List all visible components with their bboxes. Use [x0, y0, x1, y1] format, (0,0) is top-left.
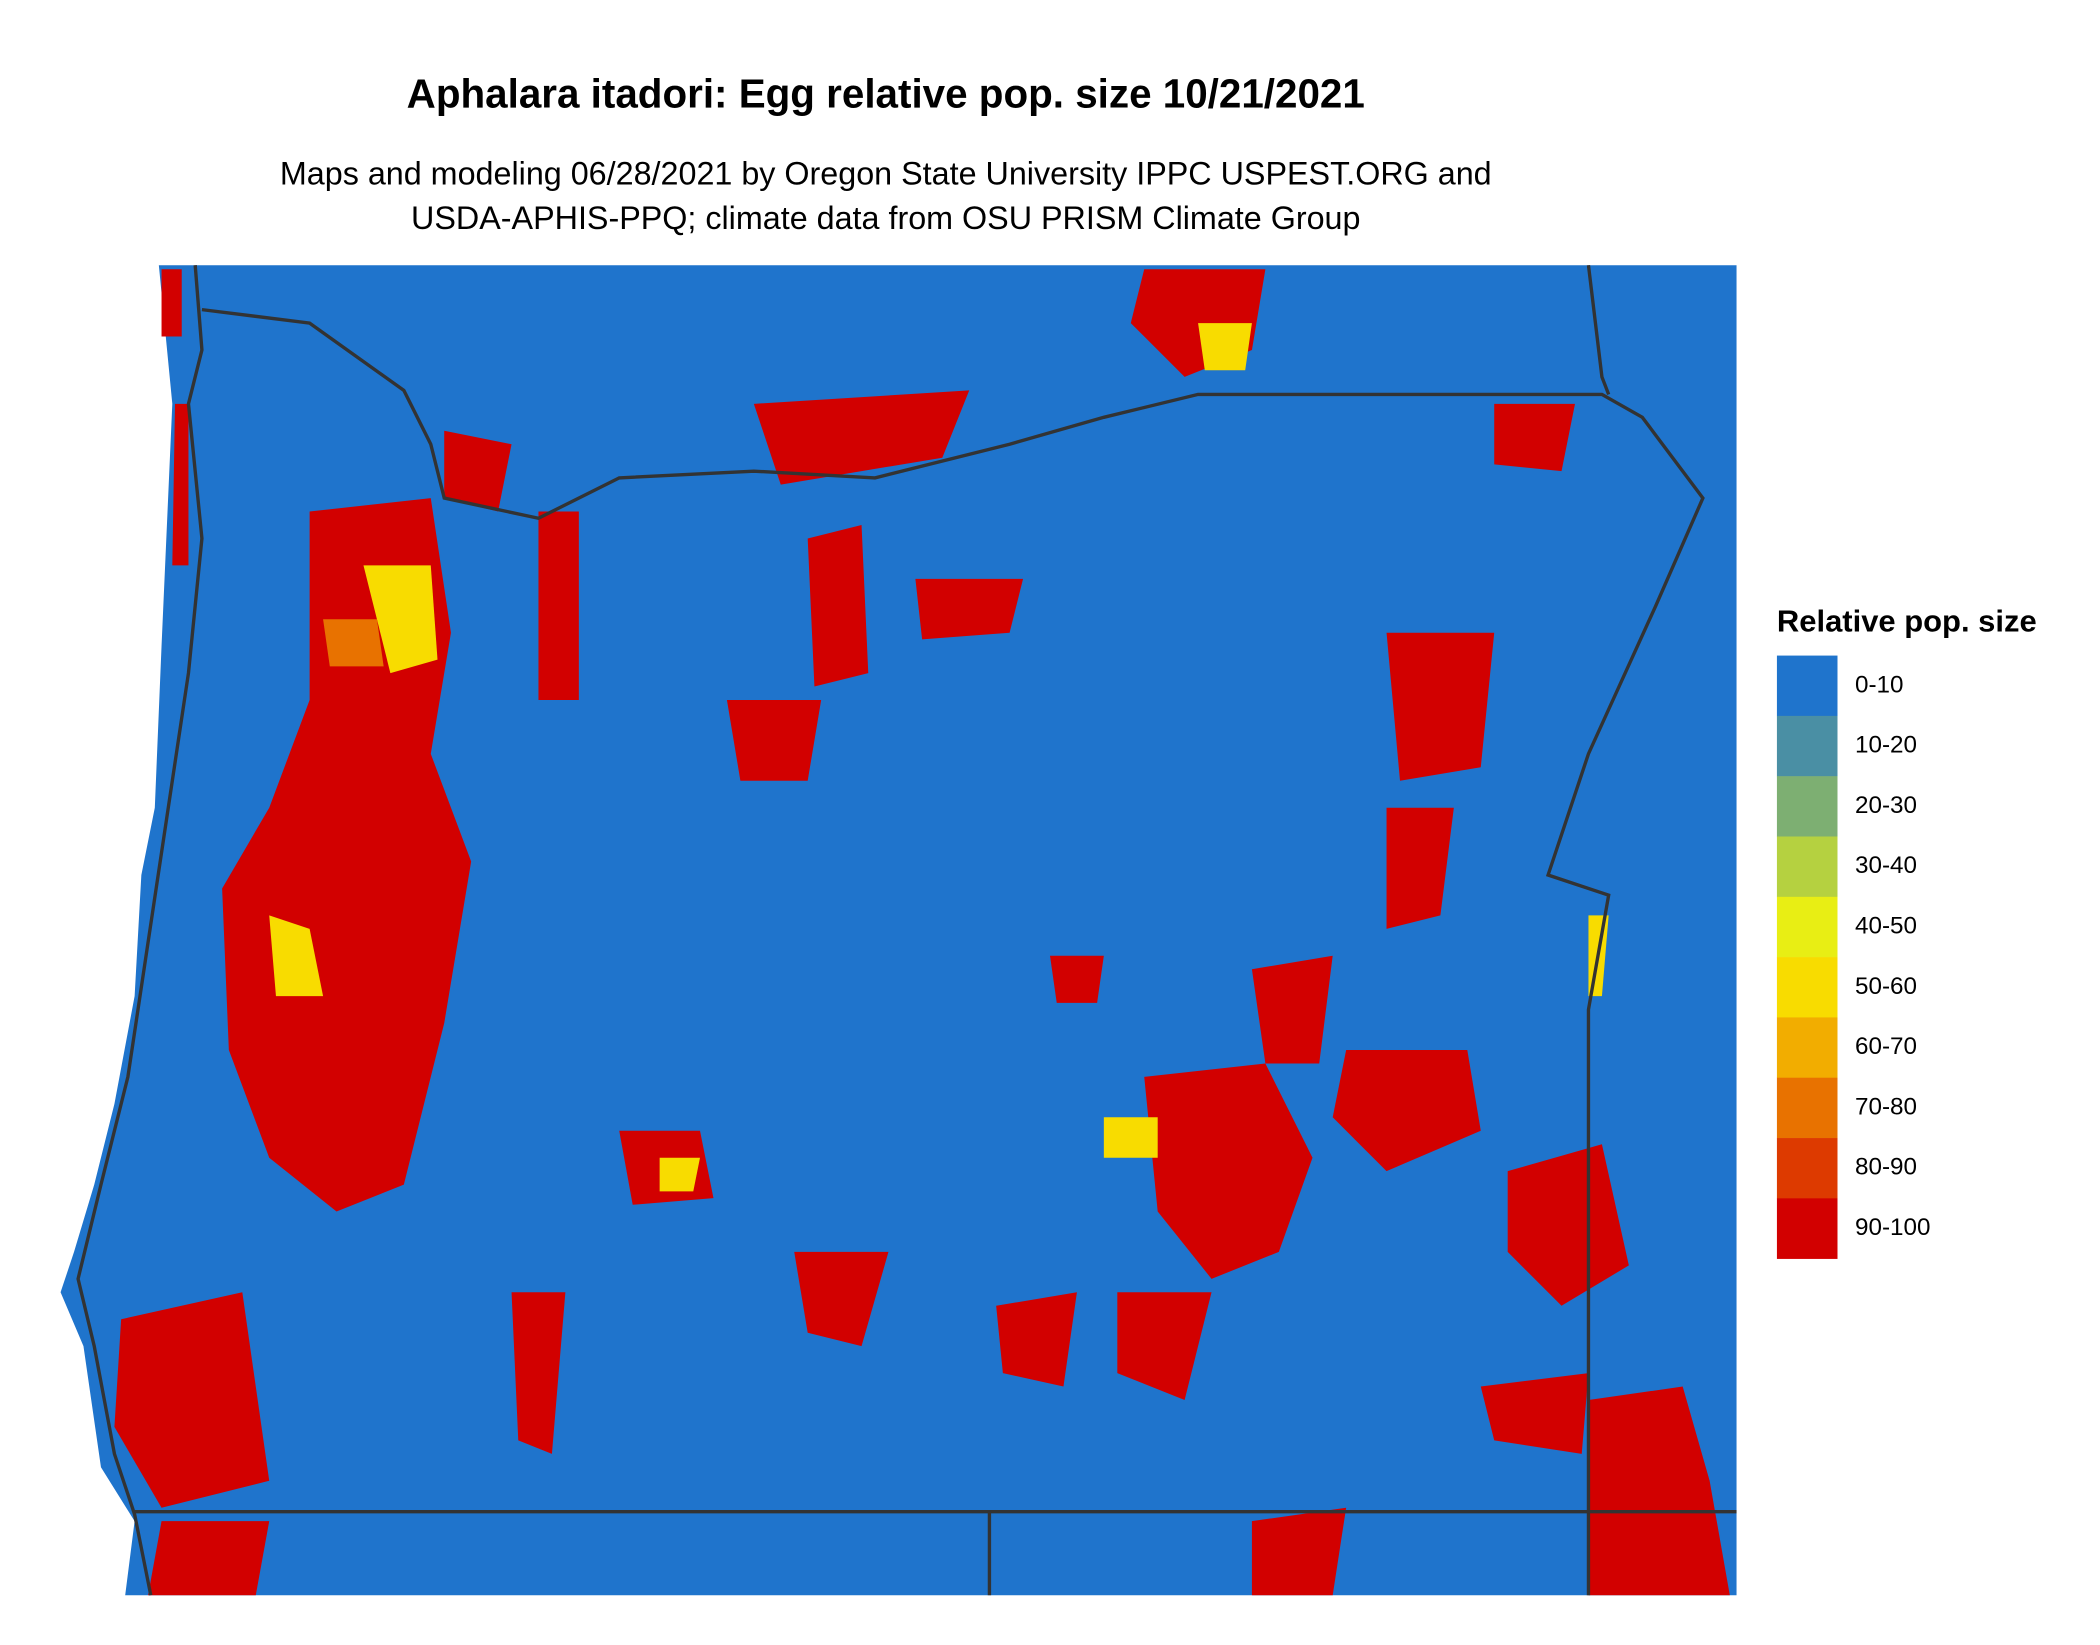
legend-swatch [1776, 1198, 1838, 1259]
legend-swatch [1776, 896, 1838, 958]
subtitle: USDA-APHIS-PPQ; climate data from OSU PR… [411, 200, 1360, 236]
legend-swatch [1776, 715, 1838, 777]
legend-swatch [1776, 957, 1838, 1018]
legend-swatch [1776, 836, 1838, 898]
legend-label: 0-10 [1855, 671, 1903, 698]
title: Aphalara itadori: Egg relative pop. size… [407, 71, 1365, 117]
legend-label: 10-20 [1855, 732, 1917, 759]
legend-label: 60-70 [1855, 1033, 1917, 1060]
legend: 0-10 10-20 20-30 30-40 40-50 50-60 60-70 70-80 8… [1776, 655, 1930, 1259]
legend-title: Relative pop. size [1777, 603, 2037, 638]
legend-swatch [1776, 1138, 1838, 1199]
legend-swatch [1776, 776, 1838, 837]
subtitle: Maps and modeling 06/28/2021 by Oregon S… [280, 155, 1492, 191]
legend-label: 90-100 [1855, 1214, 1930, 1241]
legend-label: 80-90 [1855, 1154, 1917, 1181]
map [60, 264, 1737, 1596]
legend-swatch [1776, 1077, 1838, 1139]
legend-label: 30-40 [1855, 852, 1917, 879]
legend-label: 40-50 [1855, 913, 1917, 940]
legend-label: 70-80 [1855, 1093, 1917, 1120]
legend-label: 50-60 [1855, 973, 1917, 1000]
legend-swatch [1776, 1017, 1838, 1078]
legend-swatch [1776, 655, 1838, 717]
legend-label: 20-30 [1855, 792, 1917, 819]
